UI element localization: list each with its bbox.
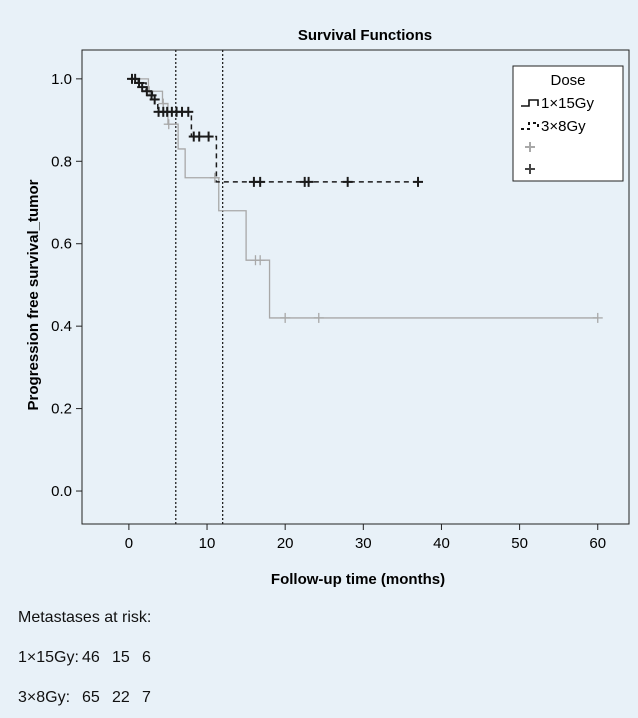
x-tick-label: 40 bbox=[433, 535, 450, 552]
x-tick-label: 10 bbox=[199, 535, 216, 552]
legend-swatch bbox=[521, 122, 539, 130]
legend-entry bbox=[525, 164, 535, 174]
legend: Dose 1×15Gy 3×8Gy bbox=[512, 65, 624, 182]
risk-value: 65 bbox=[82, 689, 100, 706]
legend-entry: 1×15Gy bbox=[521, 95, 594, 112]
risk-value: 15 bbox=[112, 649, 130, 666]
risk-row: 3×8Gy: 65 22 7 bbox=[18, 678, 258, 718]
legend-box bbox=[512, 65, 624, 182]
x-tick-label: 0 bbox=[125, 535, 133, 552]
risk-value: 22 bbox=[112, 689, 130, 706]
plot-area bbox=[81, 49, 630, 525]
legend-label: 3×8Gy bbox=[541, 118, 586, 135]
y-axis-label: Progression free survival_tumor bbox=[25, 179, 42, 410]
legend-title: Dose bbox=[550, 72, 585, 89]
risk-row: 1×15Gy: 46 15 6 bbox=[18, 638, 258, 678]
chart-title: Survival Functions bbox=[298, 27, 432, 44]
y-axis: 0.0 0.2 0.4 0.6 0.8 1.0 bbox=[51, 71, 82, 500]
risk-value: 7 bbox=[142, 689, 151, 706]
legend-swatch bbox=[521, 99, 539, 107]
series-layer bbox=[127, 73, 603, 323]
y-tick-label: 0.2 bbox=[51, 401, 72, 418]
risk-table: Metastases at risk: 1×15Gy: 46 15 6 3×8Gy: 65… bbox=[18, 598, 258, 718]
x-tick-label: 50 bbox=[511, 535, 528, 552]
risk-row-label: 1×15Gy: bbox=[18, 649, 79, 666]
series-line bbox=[128, 78, 419, 183]
legend-entry: 3×8Gy bbox=[521, 118, 586, 135]
x-tick-label: 60 bbox=[589, 535, 606, 552]
y-tick-label: 0.8 bbox=[51, 153, 72, 170]
x-axis: 0 10 20 30 40 50 60 bbox=[125, 524, 606, 552]
legend-entries: 1×15Gy 3×8Gy bbox=[521, 95, 594, 174]
risk-value: 46 bbox=[82, 649, 100, 666]
y-tick-label: 0.6 bbox=[51, 236, 72, 253]
series-2 bbox=[127, 73, 424, 187]
legend-entry bbox=[525, 142, 535, 152]
y-tick-label: 0.0 bbox=[51, 483, 72, 500]
series-line bbox=[128, 78, 598, 319]
x-axis-label: Follow-up time (months) bbox=[271, 571, 445, 588]
risk-value: 6 bbox=[142, 649, 151, 666]
risk-table-rows: 1×15Gy: 46 15 6 3×8Gy: 65 22 7 bbox=[18, 638, 258, 718]
risk-table-title: Metastases at risk: bbox=[18, 609, 152, 626]
y-tick-label: 1.0 bbox=[51, 71, 72, 88]
y-tick-label: 0.4 bbox=[51, 318, 72, 335]
x-tick-label: 20 bbox=[277, 535, 294, 552]
risk-row-label: 3×8Gy: bbox=[18, 689, 71, 706]
reference-lines bbox=[175, 50, 224, 524]
x-tick-label: 30 bbox=[355, 535, 372, 552]
legend-label: 1×15Gy bbox=[541, 95, 594, 112]
